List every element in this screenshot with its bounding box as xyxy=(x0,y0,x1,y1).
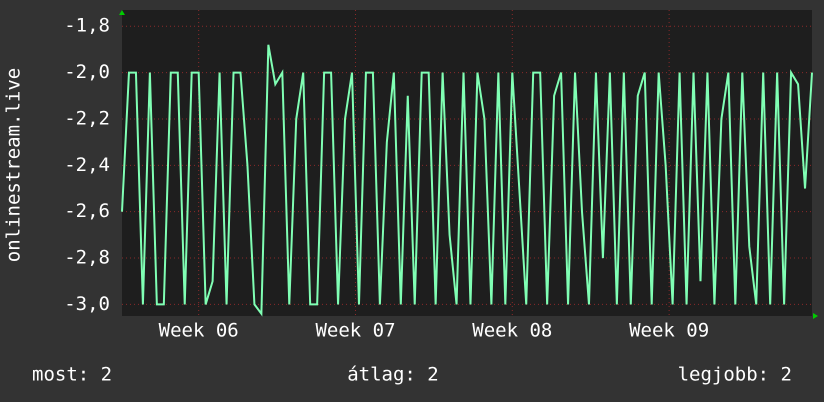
y-tick-label: -2,8 xyxy=(64,247,110,269)
y-tick-label: -2,0 xyxy=(64,61,110,83)
legend-average: átlag: 2 xyxy=(347,364,439,386)
y-tick-label: -3,0 xyxy=(64,293,110,315)
x-tick-label: Week 09 xyxy=(629,320,709,342)
y-axis-arrow xyxy=(119,10,125,15)
y-tick-label: -2,4 xyxy=(64,154,110,176)
legend-max: legjobb: 2 xyxy=(678,364,792,386)
x-axis-arrow xyxy=(813,313,818,319)
y-tick-label: -2,2 xyxy=(64,107,110,129)
line-series xyxy=(121,44,813,317)
legend-current: most: 2 xyxy=(32,364,112,386)
y-axis-label: onlinestream.live xyxy=(3,68,25,262)
x-tick-label: Week 06 xyxy=(159,320,239,342)
x-tick-label: Week 08 xyxy=(472,320,552,342)
y-tick-label: -1,8 xyxy=(64,15,110,37)
x-tick-label: Week 07 xyxy=(315,320,395,342)
y-tick-label: -2,6 xyxy=(64,200,110,222)
